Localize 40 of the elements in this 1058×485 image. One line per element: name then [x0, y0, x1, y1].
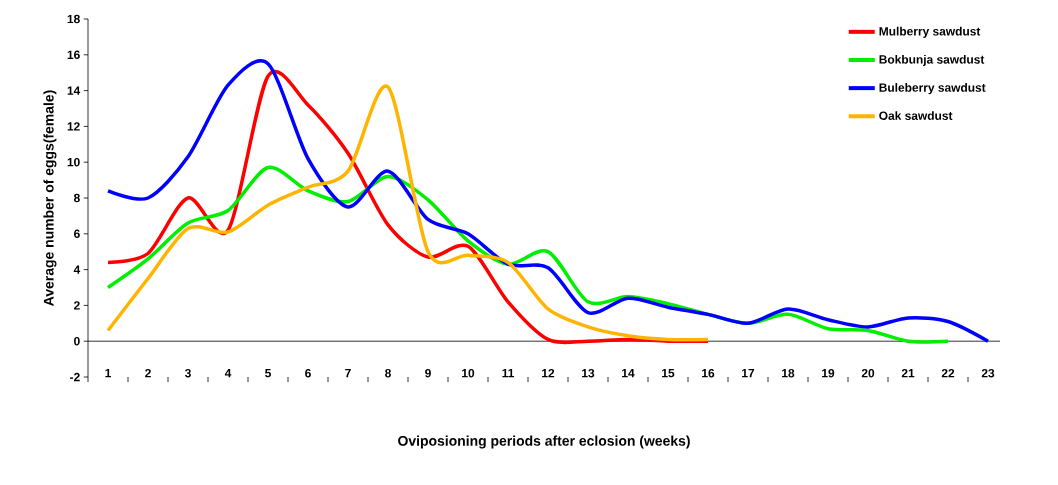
- x-tick-label: 6: [305, 368, 311, 378]
- x-tick-label: 15: [662, 368, 675, 378]
- x-tick-label: 22: [941, 368, 955, 378]
- y-tick-label: 18: [67, 14, 80, 24]
- y-tick-label: 0: [74, 336, 80, 346]
- x-tick-label: 1: [105, 368, 111, 378]
- x-tick-label: 3: [184, 368, 191, 378]
- y-tick-label: 4: [73, 265, 81, 274]
- y-tick-label: 10: [67, 157, 80, 167]
- x-axis-title: Oviposioning periods after eclosion (weeks): [398, 435, 690, 449]
- y-tick-label: 14: [67, 86, 81, 95]
- y-tick-label: 16: [67, 50, 80, 60]
- y-tick-label: -2: [70, 372, 80, 382]
- x-tick-label: 21: [901, 368, 915, 378]
- x-tick-label: 13: [582, 368, 595, 378]
- legend-label: Mulberry sawdust: [879, 26, 981, 38]
- y-axis-title: Average number of eggs(female): [43, 90, 57, 306]
- x-tick-label: 19: [822, 368, 835, 378]
- legend-label: Bokbunja sawdust: [879, 54, 985, 67]
- legend-label: Oak sawdust: [879, 111, 953, 120]
- x-tick-label: 16: [702, 368, 715, 378]
- x-tick-label: 10: [462, 368, 475, 378]
- x-tick-label: 12: [542, 368, 555, 378]
- x-tick-label: 7: [345, 368, 351, 378]
- x-tick-label: 14: [622, 368, 635, 378]
- x-tick-label: 8: [385, 368, 391, 378]
- legend-label: Buleberry sawdust: [879, 83, 986, 95]
- x-tick-label: 5: [265, 368, 271, 378]
- x-tick-label: 9: [425, 368, 431, 378]
- y-tick-label: 6: [74, 229, 80, 239]
- x-tick-label: 2: [145, 368, 151, 378]
- y-tick-label: 2: [74, 301, 80, 310]
- x-tick-label: 23: [981, 368, 995, 378]
- x-tick-label: 4: [224, 368, 232, 378]
- x-tick-label: 18: [782, 368, 795, 378]
- x-tick-label: 20: [861, 368, 875, 378]
- x-tick-label: 11: [502, 368, 514, 378]
- y-tick-label: 12: [67, 122, 80, 131]
- y-tick-label: 8: [73, 193, 80, 203]
- x-tick-label: 17: [742, 368, 755, 378]
